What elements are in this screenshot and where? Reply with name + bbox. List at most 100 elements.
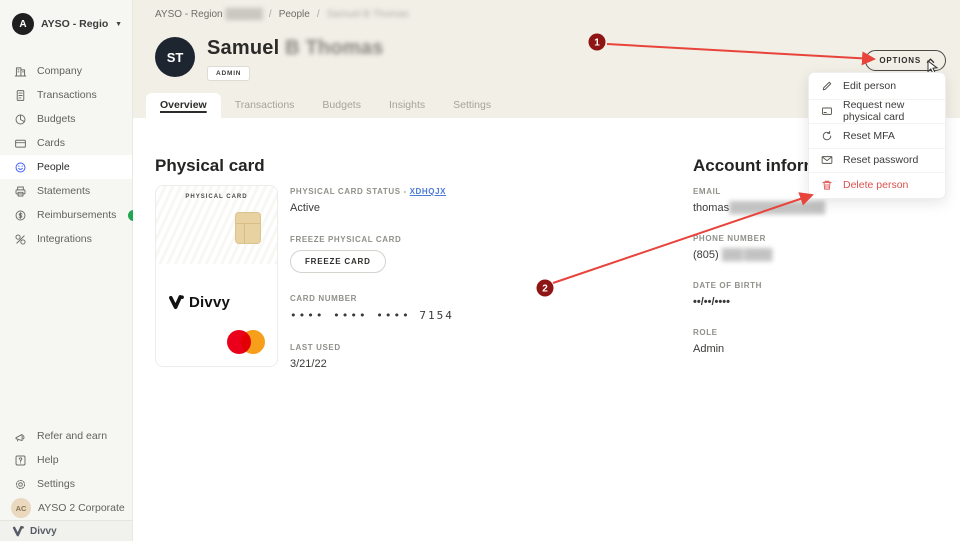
breadcrumb-org[interactable]: AYSO - Region ██████ [155,9,263,20]
phone-redacted: ███ ████ [721,249,773,261]
card-chip [235,212,261,244]
sidebar-item-settings[interactable]: Settings [0,472,132,496]
sidebar-nav: Company Transactions Budgets Cards Peopl… [0,59,155,251]
tab-budgets[interactable]: Budgets [322,99,361,111]
divvy-card-logo: Divvy [168,294,230,311]
tab-transactions[interactable]: Transactions [234,99,295,111]
card-status-value: Active [290,202,320,214]
role-value: Admin [693,343,725,355]
dob-value: ••/••/•••• [693,296,730,308]
card-status-link[interactable]: XDHQJX [409,187,447,196]
gear-icon [14,478,27,491]
sidebar-item-label: AYSO 2 Corporate [38,502,125,514]
breadcrumb-separator: / [268,9,272,20]
sidebar-item-reimbursements[interactable]: Reimbursements NEW [0,203,155,227]
role-label: ROLE [693,328,718,337]
chevron-down-icon: ▼ [115,20,122,28]
breadcrumb-person-redacted: Samuel B Thomas [326,9,409,20]
sidebar: A AYSO - Region ██… ▼ Company Transactio… [0,0,155,541]
sidebar-item-label: Refer and earn [37,430,108,442]
card-number-label: CARD NUMBER [290,294,358,303]
avatar: ST [155,37,195,77]
page-title: Samuel B Thomas [207,37,384,59]
tab-insights[interactable]: Insights [388,99,426,111]
account-info-fields: EMAIL thomas██████████████ PHONE NUMBER … [693,187,913,375]
sidebar-item-statements[interactable]: Statements [0,179,132,203]
pencil-icon [821,80,833,92]
last-used-label: LAST USED [290,343,341,352]
last-used-value: 3/21/22 [290,358,327,370]
menu-item-delete-person[interactable]: Delete person [809,172,945,197]
org-switcher[interactable]: A AYSO - Region ██… ▼ [0,0,132,47]
physical-card-section-title: Physical card [155,156,265,175]
sidebar-item-label: Company [37,65,82,77]
breadcrumb-people[interactable]: People [278,9,310,20]
reset-icon [821,130,833,142]
person-name-redacted: B Thomas [285,37,384,59]
people-icon [14,161,27,174]
sidebar-item-label: Settings [37,478,75,490]
card-number-value: •••• •••• •••• 7154 [290,309,454,322]
sidebar-item-people[interactable]: People [0,155,132,179]
sidebar-item-integrations[interactable]: Integrations [0,227,132,251]
cards-icon [14,137,27,150]
sidebar-item-cards[interactable]: Cards [0,131,132,155]
sidebar-item-ayso2-corporate[interactable]: AC AYSO 2 Corporate [0,496,132,520]
breadcrumb-separator: / [316,9,320,20]
divvy-card-logo-text: Divvy [189,294,231,311]
menu-item-label: Request new physical card [843,99,905,124]
sidebar-item-label: Budgets [37,113,76,125]
avatar: AC [11,498,31,518]
role-badge: ADMIN [207,66,251,81]
sidebar-item-help[interactable]: Help [0,448,132,472]
dob-label: DATE OF BIRTH [693,281,762,290]
sidebar-item-label: People [37,161,70,173]
divvy-logo-icon [169,295,184,310]
integrations-icon [14,233,27,246]
sidebar-item-company[interactable]: Company [0,59,132,83]
sidebar-item-budgets[interactable]: Budgets [0,107,132,131]
phone-label: PHONE NUMBER [693,234,766,243]
breadcrumb: AYSO - Region ██████ / People / Samuel B… [155,9,409,20]
sidebar-item-label: Transactions [37,89,97,101]
profile-header: ST Samuel B Thomas ADMIN [155,37,383,81]
mastercard-icon [227,330,265,354]
phone-value: (805) ███ ████ [693,249,773,261]
tab-overview[interactable]: Overview [146,93,221,118]
freeze-card-button[interactable]: FREEZE CARD [290,250,386,273]
menu-item-label: Edit person [843,80,897,93]
budgets-icon [14,113,27,126]
divvy-logo-icon [12,525,24,536]
sidebar-item-label: Reimbursements [37,209,117,221]
options-button-label: OPTIONS [879,56,921,65]
sidebar-item-label: Statements [37,185,91,197]
envelope-icon [821,154,833,166]
org-name: AYSO - Region ██… [41,18,109,30]
breadcrumb-org-redacted: ██████ [225,9,263,20]
statements-icon [14,185,27,198]
email-value: thomas██████████████ [693,202,825,214]
tab-settings[interactable]: Settings [453,99,492,111]
email-redacted: ██████████████ [729,202,825,214]
org-avatar: A [12,13,34,35]
transactions-icon [14,89,27,102]
freeze-card-label: FREEZE PHYSICAL CARD [290,235,402,244]
menu-item-reset-password[interactable]: Reset password [809,147,945,173]
divvy-footer: Divvy [0,520,132,541]
options-button[interactable]: OPTIONS [865,50,946,75]
sidebar-item-transactions[interactable]: Transactions [0,83,132,107]
sidebar-bottom: Refer and earn Help Settings AC AYSO 2 C… [0,424,132,520]
email-label: EMAIL [693,187,721,196]
menu-item-reset-mfa[interactable]: Reset MFA [809,123,945,148]
sidebar-item-label: Integrations [37,233,92,245]
sidebar-item-refer-and-earn[interactable]: Refer and earn [0,424,132,448]
card-status-label: PHYSICAL CARD STATUS - XDHQJX [290,187,447,196]
megaphone-icon [14,430,27,443]
trash-icon [821,179,833,191]
menu-item-request-new-physical-card[interactable]: Request new physical card [809,98,945,124]
card-icon [821,105,833,117]
sidebar-item-label: Help [37,454,59,466]
menu-item-edit-person[interactable]: Edit person [809,74,945,99]
card-type-label: PHYSICAL CARD [185,194,248,200]
